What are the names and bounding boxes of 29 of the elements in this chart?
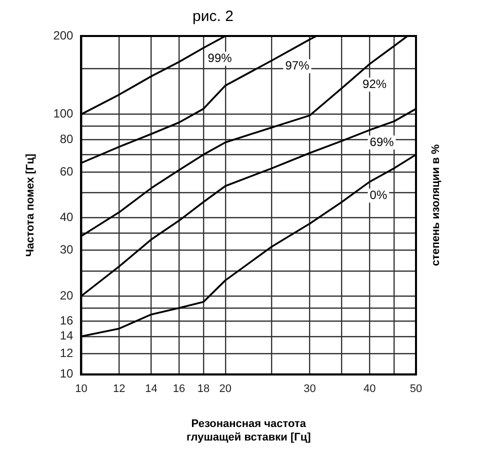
y-tick-label: 30 xyxy=(60,242,74,257)
y-tick-label: 100 xyxy=(53,106,74,121)
y2-axis-title: степень изоляции в % xyxy=(430,144,442,266)
y-tick-label: 40 xyxy=(60,210,74,224)
series-label: 99% xyxy=(208,51,232,66)
y-tick-label: 16 xyxy=(60,314,74,328)
y-tick-label: 200 xyxy=(53,28,74,42)
y-tick-label: 60 xyxy=(60,164,74,178)
series-label: 92% xyxy=(362,76,387,91)
y-tick-label: 80 xyxy=(60,132,74,146)
series-label: 97% xyxy=(285,58,310,73)
x-tick-label: 18 xyxy=(197,383,210,396)
x-tick-label: 10 xyxy=(75,383,88,396)
series-label: 69% xyxy=(370,134,394,149)
y-tick-label: 10 xyxy=(60,366,74,381)
chart-title: рис. 2 xyxy=(192,8,234,26)
series-label: 0% xyxy=(370,188,388,202)
x-tick-label: 50 xyxy=(410,383,422,396)
x-tick-label: 16 xyxy=(172,383,186,396)
y-axis-title: Частота помех [Гц] xyxy=(24,153,37,257)
y-tick-label: 20 xyxy=(60,288,74,302)
x-tick-label: 30 xyxy=(304,383,316,396)
y-tick-label: 12 xyxy=(60,346,74,360)
x-tick-label: 14 xyxy=(145,383,158,396)
x-tick-label: 40 xyxy=(363,383,376,396)
x-tick-label: 20 xyxy=(219,383,232,396)
x-tick-label: 12 xyxy=(113,383,126,396)
x-axis-title: Резонансная частота глушащей вставки [Гц] xyxy=(186,418,312,444)
y-tick-label: 14 xyxy=(60,328,74,343)
